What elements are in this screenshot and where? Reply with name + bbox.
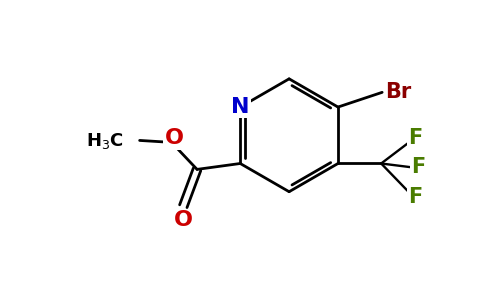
Text: F: F [411,158,425,177]
Text: F: F [408,187,423,207]
Text: Br: Br [385,82,411,102]
Text: O: O [165,128,183,148]
Text: O: O [174,210,193,230]
Text: F: F [408,128,423,148]
Text: N: N [231,97,249,117]
Text: H$_3$C: H$_3$C [86,131,123,152]
